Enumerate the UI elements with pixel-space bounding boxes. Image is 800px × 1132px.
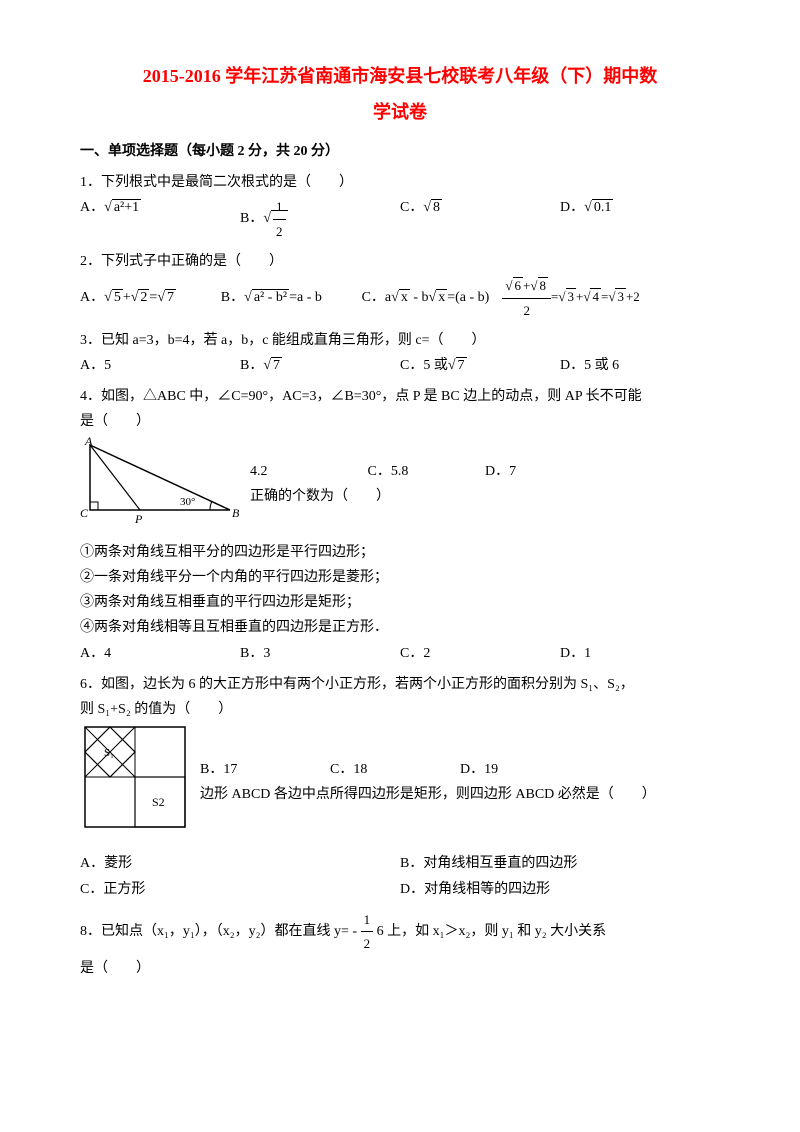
- q5-opt-a: A．4: [80, 641, 240, 666]
- q1-opt-d: D．0.1: [560, 195, 720, 243]
- q8-text-2: 是（ ）: [80, 956, 720, 981]
- q7-opt-c: C．正方形: [80, 877, 400, 902]
- q2-opt-c: C．ax - bx=(a - b): [362, 285, 503, 310]
- title-line-2: 学试卷: [80, 96, 720, 128]
- question-2: 2．下列式子中正确的是（ ） A．5+2=7 B．a² - b²=a - b C…: [80, 249, 720, 322]
- section-1-header: 一、单项选择题（每小题 2 分，共 20 分）: [80, 139, 720, 164]
- q5-item-3: ③两条对角线互相垂直的平行四边形是矩形；: [80, 590, 720, 615]
- q6-opt-c: C．18: [330, 757, 460, 782]
- q7-text-suffix: 边形 ABCD 各边中点所得四边形是矩形，则四边形 ABCD 必然是（ ）: [200, 782, 720, 807]
- q6-opt-d: D．19: [460, 757, 590, 782]
- q2-opt-d: 6+82=3+4=3+2: [502, 274, 720, 322]
- q1-opt-c: C．8: [400, 195, 560, 243]
- q4-opt-b: 4.2: [250, 459, 368, 484]
- q3-opt-b: B．7: [240, 353, 400, 378]
- q2-opt-b: B．a² - b²=a - b: [221, 285, 362, 310]
- vertex-p-label: P: [134, 512, 143, 525]
- q1-text: 1．下列根式中是最简二次根式的是（ ）: [80, 170, 720, 195]
- q5-opt-b: B．3: [240, 641, 400, 666]
- vertex-a-label: A: [84, 435, 93, 448]
- q1-opt-b: B．12: [240, 195, 400, 243]
- q2-text: 2．下列式子中正确的是（ ）: [80, 249, 720, 274]
- angle-label: 30°: [180, 496, 195, 508]
- triangle-figure: A C B P 30°: [80, 435, 240, 534]
- q4-text-2: 是（ ）: [80, 409, 720, 434]
- q6-text-2: 则 S₁+S₂ 的值为（ ）: [80, 697, 720, 722]
- question-4: 4．如图，△ABC 中，∠C=90°，AC=3，∠B=30°，点 P 是 BC …: [80, 384, 720, 534]
- q5-item-1: ①两条对角线互相平分的四边形是平行四边形；: [80, 540, 720, 565]
- q6-opt-b: B．17: [200, 757, 330, 782]
- question-7: A．菱形 B．对角线相互垂直的四边形 C．正方形 D．对角线相等的四边形: [80, 851, 720, 901]
- q5-opt-d: D．1: [560, 641, 720, 666]
- squares-figure: S₁ S2: [80, 722, 190, 841]
- q4-text: 4．如图，△ABC 中，∠C=90°，AC=3，∠B=30°，点 P 是 BC …: [80, 384, 720, 409]
- title-line-1: 2015-2016 学年江苏省南通市海安县七校联考八年级（下）期中数: [80, 60, 720, 92]
- q5-text-suffix: 正确的个数为（ ）: [250, 484, 720, 509]
- q3-opt-c: C．5 或7: [400, 353, 560, 378]
- q1-opt-a: A．a²+1: [80, 195, 240, 243]
- q4-opt-c: C．5.8: [368, 459, 486, 484]
- question-5: ①两条对角线互相平分的四边形是平行四边形； ②一条对角线平分一个内角的平行四边形…: [80, 540, 720, 666]
- s1-label: S₁: [104, 747, 114, 759]
- q3-opt-a: A．5: [80, 353, 240, 378]
- question-8: 8．已知点（x₁，y₁），（x₂，y₂）都在直线 y= - 12 6 上，如 x…: [80, 908, 720, 981]
- q7-opt-b: B．对角线相互垂直的四边形: [400, 851, 720, 876]
- q2-opt-a: A．5+2=7: [80, 285, 221, 310]
- q5-item-2: ②一条对角线平分一个内角的平行四边形是菱形；: [80, 565, 720, 590]
- q6-text: 6．如图，边长为 6 的大正方形中有两个小正方形，若两个小正方形的面积分别为 S…: [80, 672, 720, 697]
- question-6: 6．如图，边长为 6 的大正方形中有两个小正方形，若两个小正方形的面积分别为 S…: [80, 672, 720, 842]
- q3-text: 3．已知 a=3，b=4，若 a，b，c 能组成直角三角形，则 c=（ ）: [80, 328, 720, 353]
- vertex-b-label: B: [232, 506, 240, 520]
- s2-label: S2: [152, 795, 165, 809]
- q5-opt-c: C．2: [400, 641, 560, 666]
- q3-opt-d: D．5 或 6: [560, 353, 720, 378]
- vertex-c-label: C: [80, 506, 89, 520]
- q7-opt-d: D．对角线相等的四边形: [400, 877, 720, 902]
- q8-text: 8．已知点（x₁，y₁），（x₂，y₂）都在直线 y= - 12 6 上，如 x…: [80, 908, 720, 956]
- q5-item-4: ④两条对角线相等且互相垂直的四边形是正方形．: [80, 615, 720, 640]
- question-1: 1．下列根式中是最简二次根式的是（ ） A．a²+1 B．12 C．8 D．0.…: [80, 170, 720, 243]
- question-3: 3．已知 a=3，b=4，若 a，b，c 能组成直角三角形，则 c=（ ） A．…: [80, 328, 720, 378]
- q7-opt-a: A．菱形: [80, 851, 400, 876]
- q4-opt-d: D．7: [485, 459, 603, 484]
